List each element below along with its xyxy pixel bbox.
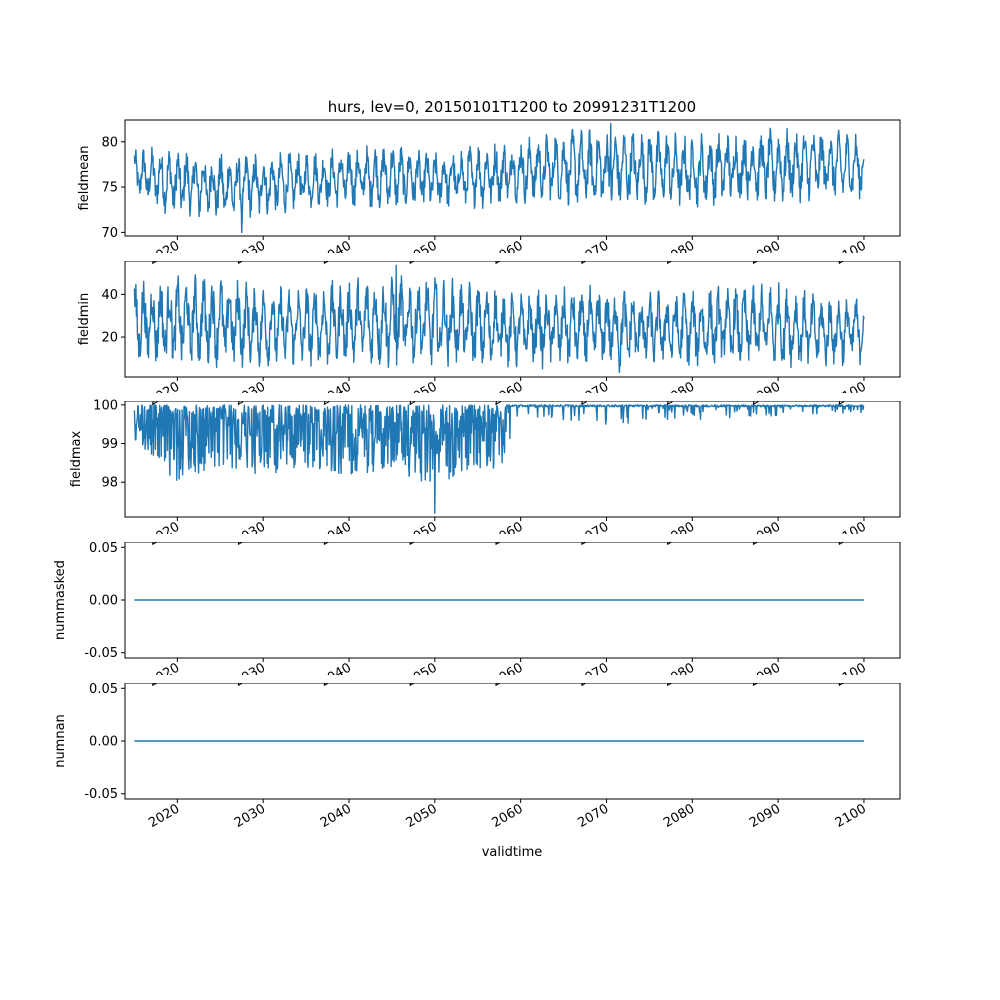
y-axis-label: nummasked [53, 560, 68, 640]
axes-frame [124, 119, 901, 237]
label-occluder [123, 675, 902, 683]
y-tick-label: -0.05 [84, 787, 118, 802]
y-tick-label: 0.00 [89, 735, 118, 750]
y-tick-label: -0.05 [84, 646, 118, 661]
label-occluder [123, 253, 902, 261]
y-tick-label: 0.05 [89, 682, 118, 697]
y-tick-label: 100 [93, 398, 118, 413]
y-tick-label: 99 [101, 437, 118, 452]
label-occluder [123, 393, 902, 401]
y-tick-label: 40 [101, 288, 118, 303]
chart-title: hurs, lev=0, 20150101T1200 to 20991231T1… [328, 98, 696, 116]
y-tick-label: 98 [101, 476, 118, 491]
y-tick-label: 20 [101, 331, 118, 346]
series-line-fieldmax [133, 404, 865, 514]
y-tick-label: 75 [101, 181, 118, 196]
y-axis-label: fieldmin [77, 293, 92, 346]
label-occluder [123, 534, 902, 542]
series-line-fieldmean [133, 122, 865, 234]
y-tick-label: 0.00 [89, 594, 118, 609]
y-axis-label: numnan [53, 714, 68, 768]
y-tick-label: 80 [101, 135, 118, 150]
series-line-fieldmin [133, 264, 865, 373]
x-axis-label: validtime [482, 845, 543, 860]
y-tick-label: 70 [101, 226, 118, 241]
y-axis-label: fieldmean [77, 146, 92, 211]
y-tick-label: 0.05 [89, 541, 118, 556]
y-axis-label: fieldmax [69, 431, 84, 488]
